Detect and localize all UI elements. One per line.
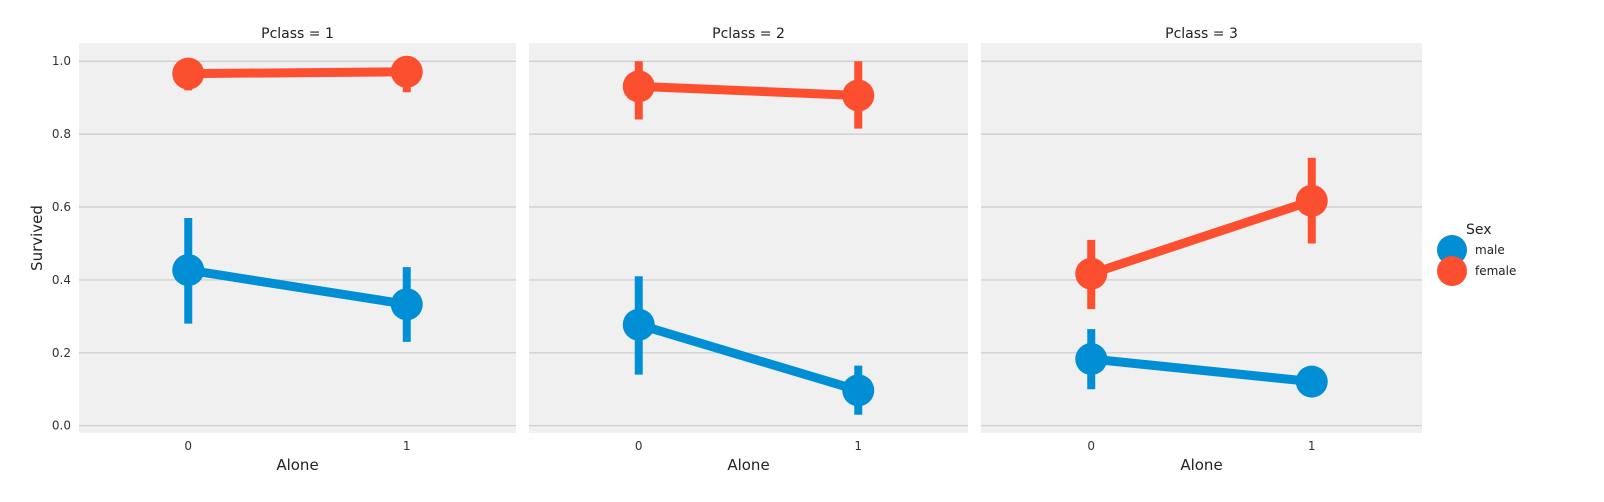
legend-title: Sex (1466, 222, 1492, 238)
x-tick-label: 0 (1087, 439, 1095, 453)
x-axis-label: Alone (1180, 456, 1222, 474)
data-point-male (622, 308, 655, 341)
legend-label-female: female (1475, 264, 1516, 278)
legend-marker-male (1437, 235, 1467, 265)
x-tick-label: 0 (635, 439, 643, 453)
x-tick-label: 1 (403, 439, 411, 453)
series-line-male (637, 320, 860, 395)
y-tick-label: 0.2 (52, 346, 71, 360)
x-axis-label: Alone (727, 456, 769, 474)
data-point-male (1075, 343, 1108, 376)
data-point-male (1295, 365, 1328, 398)
y-tick-label: 0.0 (52, 419, 71, 433)
y-axis-label: Survived (28, 205, 46, 271)
facet-title-3: Pclass = 3 (1165, 26, 1238, 42)
legend-marker-female (1437, 256, 1467, 286)
legend-label-male: male (1475, 243, 1505, 257)
series-line-female (638, 81, 859, 100)
data-point-female (1295, 184, 1328, 217)
facet-background-1 (79, 43, 516, 433)
facet-title-1: Pclass = 1 (261, 26, 334, 42)
facet-background-2 (529, 43, 968, 433)
data-point-female (1075, 257, 1108, 290)
data-point-female (390, 55, 423, 88)
series-line-male (187, 265, 408, 309)
y-tick-label: 0.8 (52, 127, 71, 141)
series-line-female (188, 67, 407, 79)
series-line-male (1090, 354, 1313, 387)
data-point-female (172, 57, 205, 90)
y-tick-label: 1.0 (52, 54, 71, 68)
x-tick-label: 1 (854, 439, 862, 453)
y-tick-label: 0.4 (52, 273, 71, 287)
x-tick-label: 1 (1308, 439, 1316, 453)
data-point-female (842, 79, 875, 112)
data-point-female (622, 70, 655, 103)
data-point-male (842, 374, 875, 407)
series-line-female (1089, 196, 1314, 278)
facet-title-2: Pclass = 2 (712, 26, 785, 42)
data-point-male (390, 288, 423, 321)
data-point-male (172, 254, 205, 287)
x-tick-label: 0 (184, 439, 192, 453)
y-tick-label: 0.6 (52, 200, 71, 214)
x-axis-label: Alone (276, 456, 318, 474)
